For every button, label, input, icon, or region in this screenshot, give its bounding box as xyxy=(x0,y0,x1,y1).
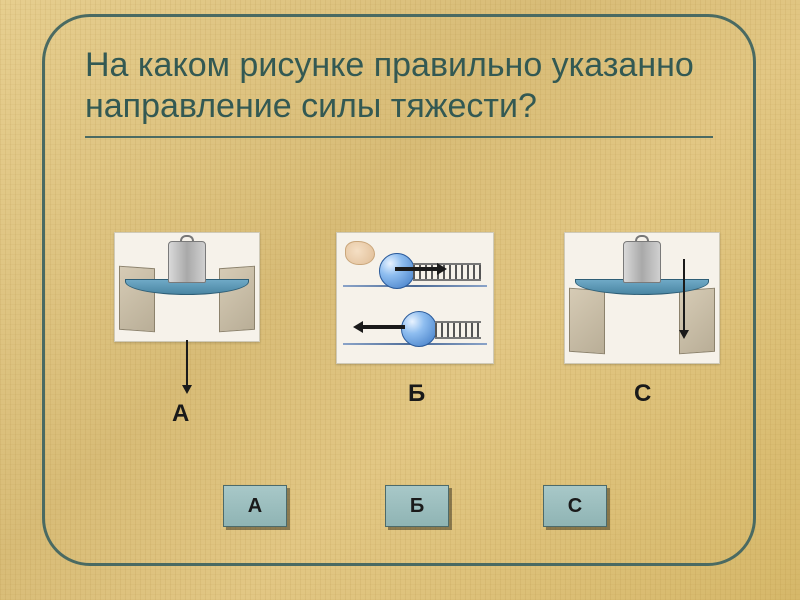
down-arrow-icon xyxy=(186,340,188,392)
surface-line xyxy=(343,285,487,287)
option-c-figure xyxy=(564,232,720,364)
option-a-figure xyxy=(114,232,260,342)
wooden-support-left xyxy=(569,288,605,355)
options-row: А Б xyxy=(45,232,753,442)
option-b-figure xyxy=(336,232,494,364)
title-underline xyxy=(85,136,713,138)
slide-title: На каком рисунке правильно указанно напр… xyxy=(85,45,713,128)
wooden-support-right xyxy=(219,266,255,333)
down-arrow-icon xyxy=(683,259,685,337)
answer-button-a[interactable]: А xyxy=(223,485,287,527)
option-b: Б xyxy=(336,232,494,364)
answer-buttons-row: А Б С xyxy=(45,485,753,535)
spring-row-top xyxy=(343,243,487,295)
option-c: С xyxy=(564,232,720,364)
option-c-label: С xyxy=(634,380,651,408)
right-arrow-icon xyxy=(395,267,439,271)
option-b-label: Б xyxy=(408,380,425,408)
option-a: А xyxy=(114,232,260,342)
answer-button-c[interactable]: С xyxy=(543,485,607,527)
option-a-label: А xyxy=(172,400,189,428)
hand-icon xyxy=(345,241,375,265)
answer-button-b[interactable]: Б xyxy=(385,485,449,527)
cylinder-weight xyxy=(168,241,206,283)
coil-spring xyxy=(435,321,481,339)
left-arrow-icon xyxy=(361,325,405,329)
slide-card: На каком рисунке правильно указанно напр… xyxy=(42,14,756,566)
spring-row-bottom xyxy=(343,301,487,353)
blue-ball xyxy=(401,311,437,347)
wooden-support-left xyxy=(119,266,155,333)
cylinder-weight xyxy=(623,241,661,283)
coil-spring xyxy=(413,263,481,281)
blue-ball xyxy=(379,253,415,289)
